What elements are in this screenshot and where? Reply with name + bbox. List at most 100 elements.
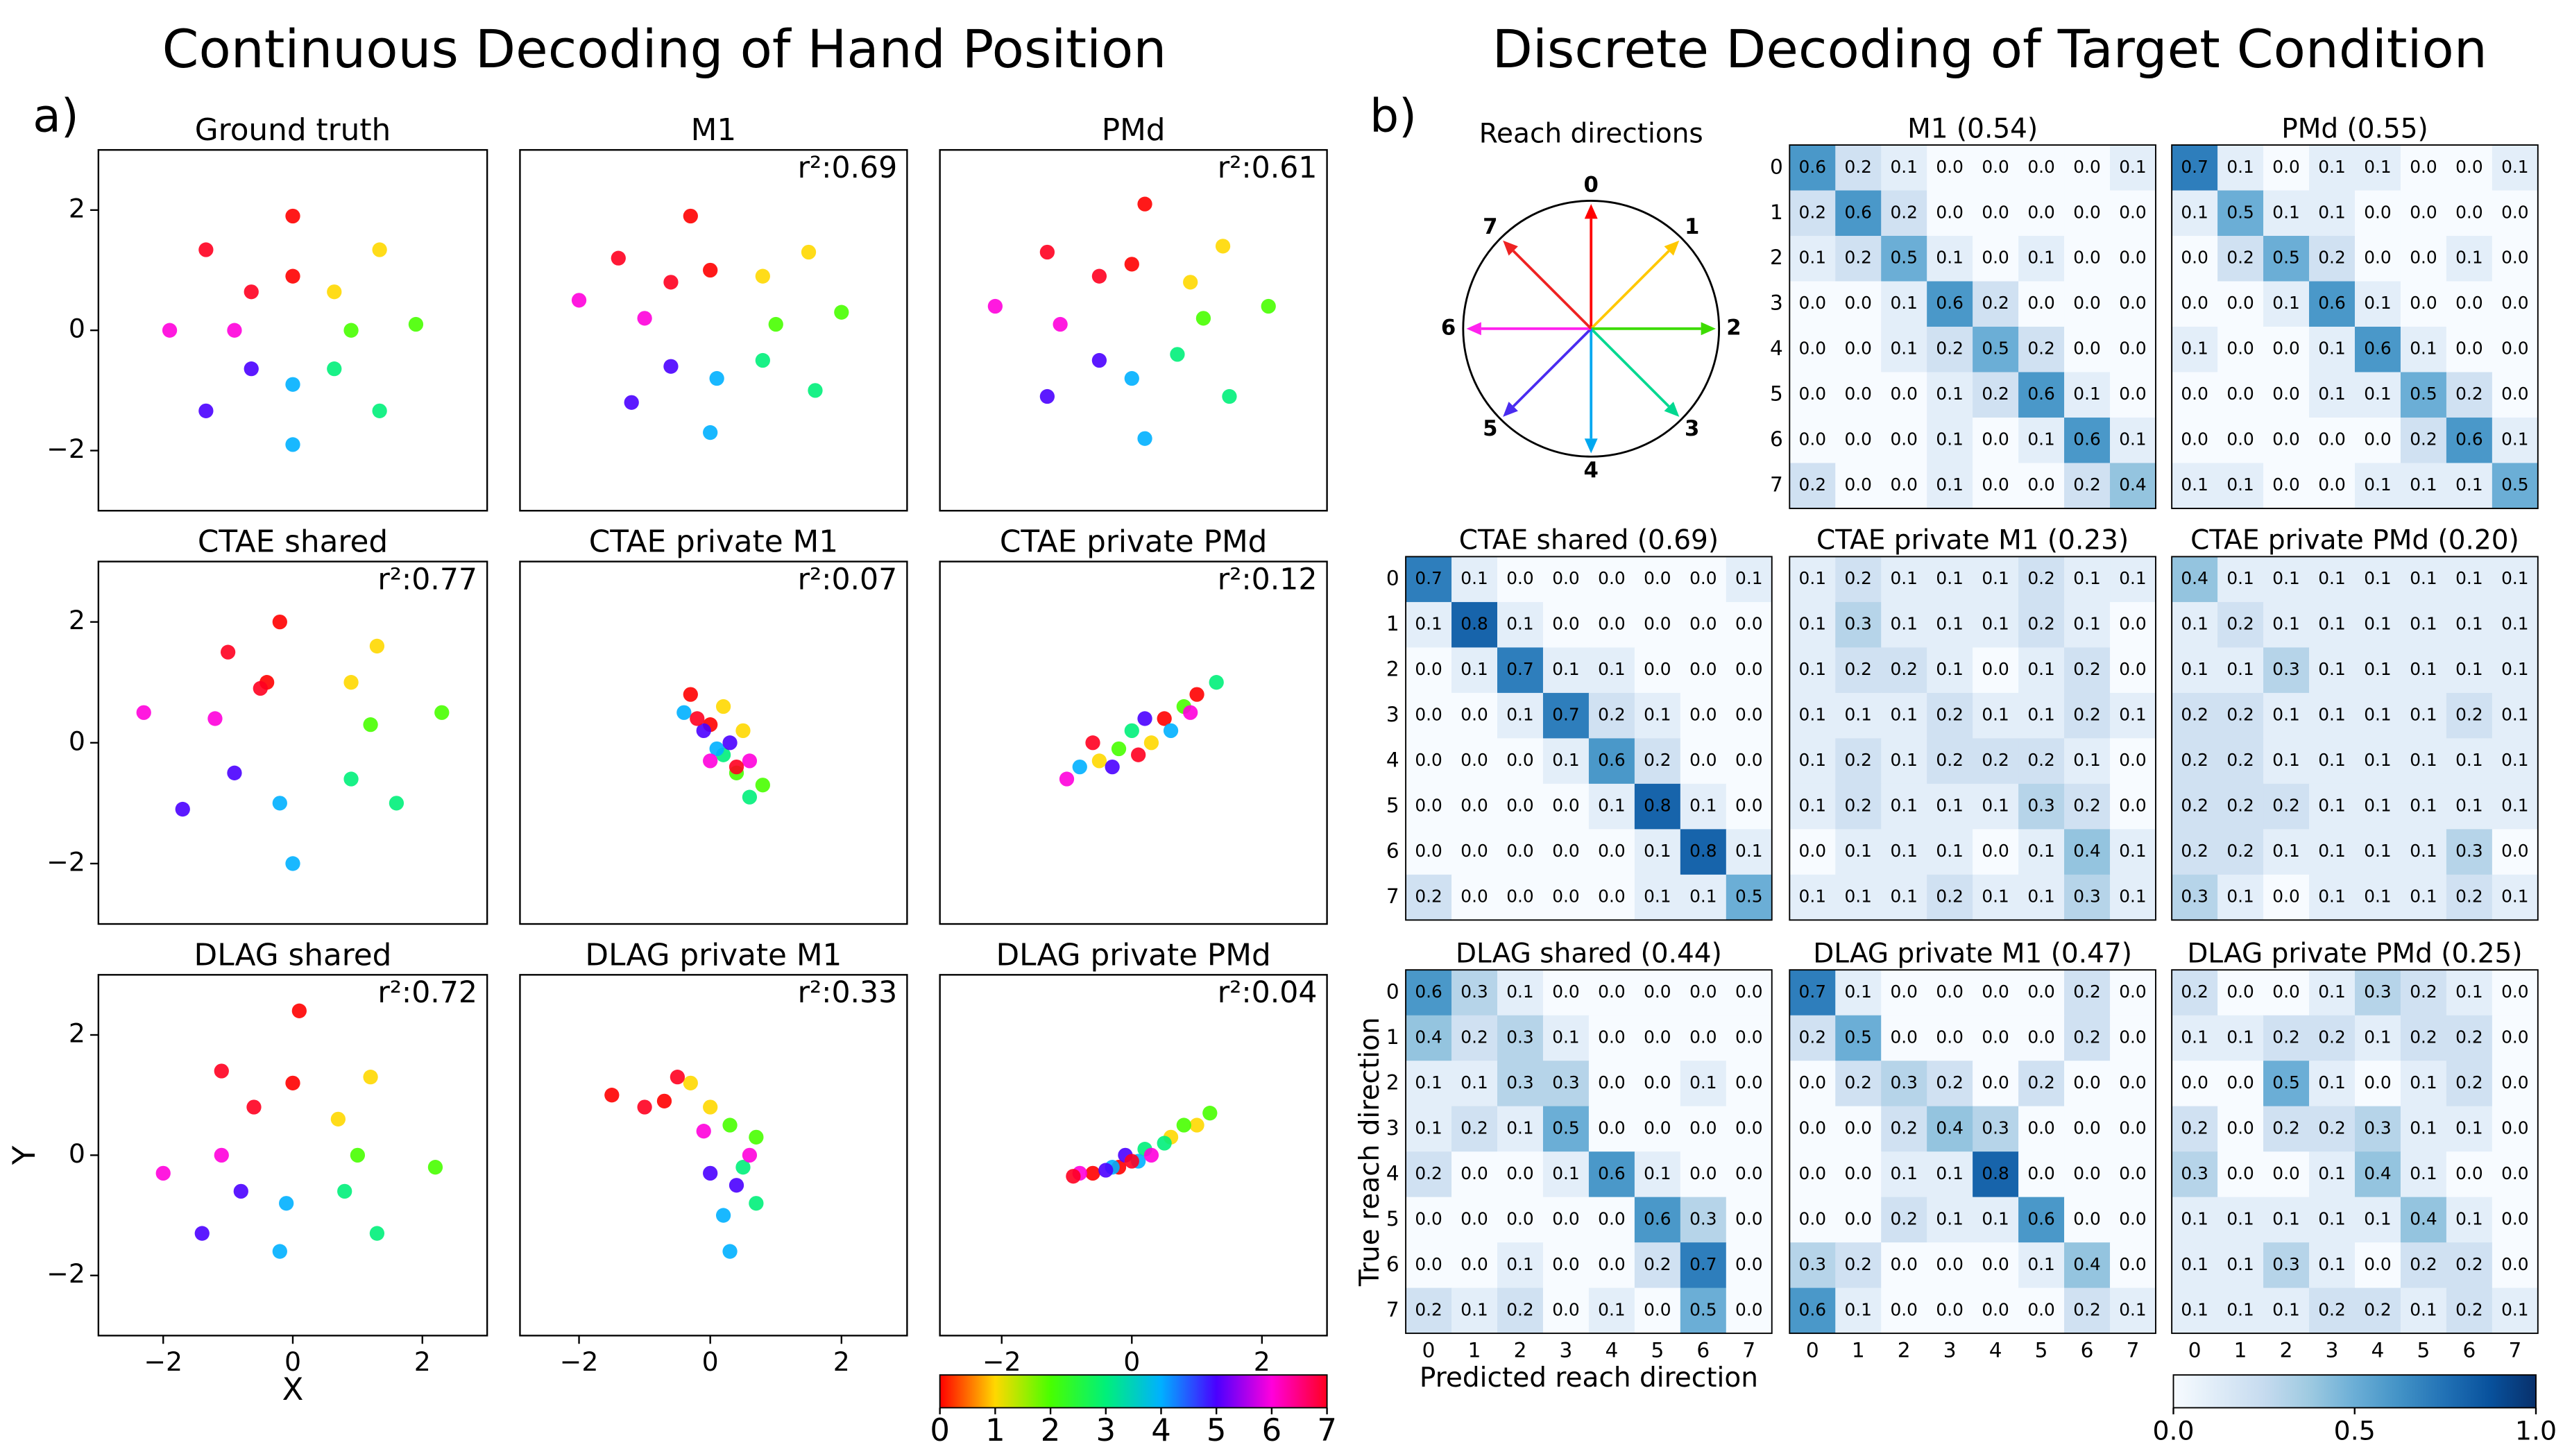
heatmap-cell xyxy=(2309,281,2356,327)
point xyxy=(1163,723,1179,739)
heatmap-cell xyxy=(2263,647,2310,694)
heatmap-cell xyxy=(2400,463,2447,509)
heatmap-cell xyxy=(2110,970,2156,1016)
cell-label: 0.2 xyxy=(1598,705,1625,725)
col-label: 6 xyxy=(2462,1339,2476,1362)
cell-label: 0.1 xyxy=(2226,1254,2254,1274)
cell-label: 0.3 xyxy=(2272,1254,2299,1274)
cell-label: 0.1 xyxy=(1936,796,1963,816)
heatmap-cell xyxy=(2309,1061,2356,1107)
cell-label: 0.0 xyxy=(1460,1208,1488,1228)
heatmap-cell xyxy=(1927,372,1973,418)
row-label: 1 xyxy=(1386,1025,1399,1049)
cell-label: 0.2 xyxy=(2410,982,2437,1002)
cell-label: 0.0 xyxy=(1644,659,1671,679)
cell-label: 0.1 xyxy=(1552,1027,1579,1047)
axes-frame xyxy=(939,560,1328,925)
heatmap-cell xyxy=(1927,1197,1973,1243)
row-label: 2 xyxy=(1386,1070,1399,1094)
cell-label: 0.7 xyxy=(1415,568,1442,588)
point xyxy=(1189,1117,1204,1133)
cell-label: 0.0 xyxy=(1460,841,1488,861)
row-label: 7 xyxy=(1770,473,1783,497)
heatmap-cell xyxy=(2018,829,2065,875)
heatmap-cell xyxy=(1973,556,2019,603)
heatmap-cell xyxy=(2400,1151,2447,1198)
heatmap-cell xyxy=(2064,1242,2111,1289)
row-label: 4 xyxy=(1770,336,1783,360)
point xyxy=(369,1226,385,1241)
point xyxy=(227,323,242,338)
heatmap-cell xyxy=(1881,1106,1927,1152)
cell-label: 0.0 xyxy=(1982,474,2009,495)
cell-label: 0.1 xyxy=(2181,614,2208,634)
cell-label: 0.0 xyxy=(1552,1254,1579,1274)
heatmap-cell xyxy=(1927,647,1973,694)
heatmap-cell xyxy=(1542,692,1590,739)
heatmap-cell xyxy=(2110,372,2156,418)
cell-label: 0.1 xyxy=(2410,750,2437,770)
heatmap-cell xyxy=(1973,829,2019,875)
heatmap-cell xyxy=(1789,1287,1836,1334)
heatmap-cell xyxy=(2110,1151,2156,1198)
cell-label: 0.0 xyxy=(2455,293,2482,313)
heatmap-cell xyxy=(2354,829,2401,875)
cell-label: 0.1 xyxy=(2318,705,2345,725)
cell-label: 0.1 xyxy=(2318,1208,2345,1228)
point xyxy=(136,705,151,720)
heatmap-cell xyxy=(2492,1287,2539,1334)
heatmap-cell xyxy=(2446,326,2493,373)
point xyxy=(427,1160,443,1175)
point xyxy=(690,711,705,726)
cell-label: 0.0 xyxy=(2073,1208,2100,1228)
col-label: 0 xyxy=(2188,1339,2201,1362)
point xyxy=(1222,388,1237,404)
heatmap-cell xyxy=(2018,970,2065,1016)
heatmap-cell xyxy=(2446,372,2493,418)
cell-label: 0.1 xyxy=(1982,568,2009,588)
heatmap-cell xyxy=(1927,1106,1973,1152)
row-label: 4 xyxy=(1386,1161,1399,1185)
cell-label: 0.0 xyxy=(2027,474,2054,495)
cell-label: 0.0 xyxy=(2226,339,2254,359)
reach-arrow xyxy=(1590,327,1670,408)
cell-label: 0.0 xyxy=(1460,887,1488,907)
heatmap-cell xyxy=(2309,738,2356,785)
heatmap-cell xyxy=(1927,145,1973,191)
cell-label: 0.1 xyxy=(2455,659,2482,679)
heatmap-cell xyxy=(2354,1015,2401,1061)
heatmap-cell xyxy=(1497,1197,1544,1243)
row-label: 1 xyxy=(1770,200,1783,224)
cell-label: 0.0 xyxy=(1598,982,1625,1002)
heatmap-cell xyxy=(2172,281,2218,327)
cell-label: 0.0 xyxy=(2501,293,2528,313)
cell-label: 0.4 xyxy=(2073,841,2100,861)
heatmap-cell xyxy=(2217,1197,2264,1243)
point xyxy=(1111,741,1127,757)
cell-label: 0.1 xyxy=(2410,474,2437,495)
cell-label: 0.0 xyxy=(1460,796,1488,816)
cell-label: 0.1 xyxy=(1799,248,1826,268)
cell-label: 0.6 xyxy=(2455,429,2482,449)
heatmap-cell xyxy=(1927,1242,1973,1289)
cell-label: 0.0 xyxy=(1644,568,1671,588)
cell-label: 0.2 xyxy=(1845,157,1872,177)
cell-label: 0.1 xyxy=(1689,796,1717,816)
heatmap-cell xyxy=(2354,1287,2401,1334)
heatmap-cell xyxy=(1881,970,1927,1016)
cell-label: 0.0 xyxy=(1415,1208,1442,1228)
heatmap-cell xyxy=(1835,829,1882,875)
cell-label: 0.0 xyxy=(1506,1208,1533,1228)
heatmap-cell xyxy=(1789,1015,1836,1061)
cell-label: 0.1 xyxy=(1890,157,1917,177)
point xyxy=(637,311,652,326)
cell-label: 0.1 xyxy=(1689,1072,1717,1093)
point xyxy=(703,753,718,769)
row-label: 2 xyxy=(1386,658,1399,681)
point xyxy=(683,208,698,224)
point xyxy=(369,638,385,654)
heatmap-cell xyxy=(1588,874,1635,921)
panel-title: M1 xyxy=(691,112,737,148)
heatmap-cell xyxy=(2446,738,2493,785)
point xyxy=(1215,239,1231,254)
